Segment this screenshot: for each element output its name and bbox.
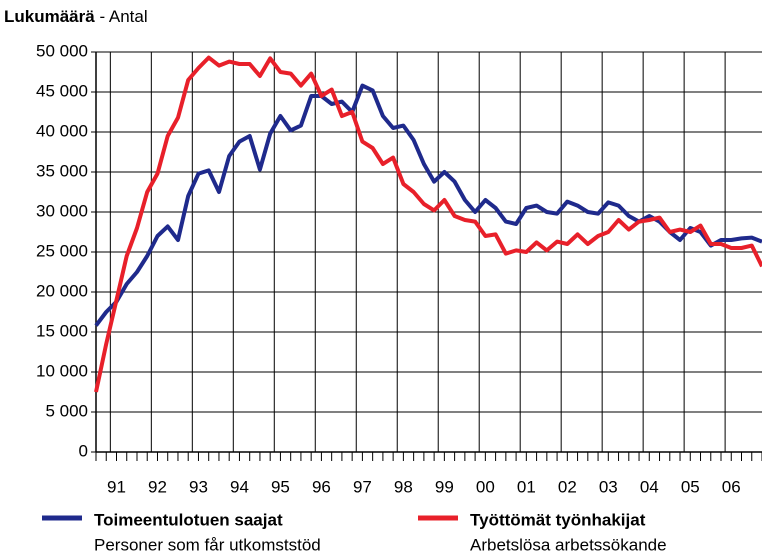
x-tick-label: 03 bbox=[599, 477, 618, 496]
y-tick-label: 40 000 bbox=[36, 121, 88, 140]
y-tick-label: 0 bbox=[79, 441, 88, 460]
x-tick-label: 04 bbox=[640, 477, 659, 496]
y-tick-label: 15 000 bbox=[36, 321, 88, 340]
x-tick-label: 99 bbox=[435, 477, 454, 496]
x-tick-label: 06 bbox=[722, 477, 741, 496]
x-tick-label: 00 bbox=[476, 477, 495, 496]
y-tick-label: 20 000 bbox=[36, 281, 88, 300]
x-tick-label: 01 bbox=[517, 477, 536, 496]
y-tick-label: 45 000 bbox=[36, 81, 88, 100]
legend-label: Työttömät työnhakijat bbox=[470, 510, 646, 529]
chart-title-group: Lukumäärä - Antal bbox=[4, 7, 148, 26]
x-tick-label: 98 bbox=[394, 477, 413, 496]
y-tick-label: 50 000 bbox=[36, 41, 88, 60]
legend-label: Toimeentulotuen saajat bbox=[94, 510, 283, 529]
y-tick-label: 35 000 bbox=[36, 161, 88, 180]
x-tick-label: 95 bbox=[271, 477, 290, 496]
x-tick-label: 96 bbox=[312, 477, 331, 496]
y-tick-label: 5 000 bbox=[45, 401, 88, 420]
legend-sublabel: Personer som får utkomststöd bbox=[94, 535, 321, 554]
legend-sublabel: Arbetslösa arbetssökande bbox=[470, 535, 667, 554]
y-tick-label: 25 000 bbox=[36, 241, 88, 260]
x-tick-label: 92 bbox=[148, 477, 167, 496]
x-tick-label: 94 bbox=[230, 477, 249, 496]
series-line bbox=[94, 83, 762, 327]
series-line bbox=[94, 55, 762, 393]
x-tick-label: 91 bbox=[107, 477, 126, 496]
chart-subtitle: - Antal bbox=[99, 7, 147, 26]
x-tick-label: 93 bbox=[189, 477, 208, 496]
chart-title: Lukumäärä bbox=[4, 7, 95, 26]
x-tick-label: 02 bbox=[558, 477, 577, 496]
y-tick-label: 10 000 bbox=[36, 361, 88, 380]
y-tick-label: 30 000 bbox=[36, 201, 88, 220]
x-tick-label: 05 bbox=[681, 477, 700, 496]
x-tick-label: 97 bbox=[353, 477, 372, 496]
